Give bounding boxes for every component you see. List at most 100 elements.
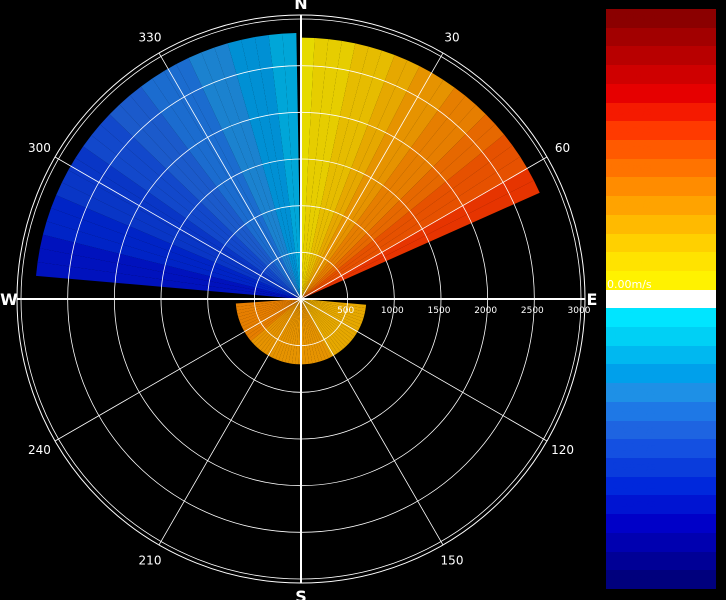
legend-row: -0.67m/s (606, 308, 716, 328)
legend-swatch (606, 458, 716, 477)
legend-row: 4.00m/s (606, 177, 716, 197)
legend-row: -3.33m/s (606, 383, 716, 402)
velocity-cell (301, 299, 355, 340)
velocity-cell (46, 208, 301, 299)
cardinal-label-n: N (294, 0, 307, 13)
velocity-cell (51, 195, 301, 299)
legend-row: -8.67m/s (606, 532, 716, 552)
velocity-cell (301, 40, 356, 299)
velocity-cell (301, 299, 343, 352)
legend-row: 0.00m/s (606, 278, 716, 309)
legend-swatch (606, 121, 716, 140)
legend-swatch (606, 570, 716, 589)
legend-swatch (606, 476, 716, 496)
velocity-cell (255, 299, 301, 349)
legend-swatch (606, 233, 716, 253)
velocity-cell (301, 299, 367, 309)
legend-swatch (606, 289, 716, 309)
legend-label: -10.00m/s (607, 572, 663, 586)
legend-label: 5.33m/s (607, 141, 652, 155)
legend-swatch (606, 102, 716, 122)
legend-label: 4.67m/s (607, 160, 652, 174)
legend-swatch (606, 177, 716, 197)
velocity-cell (285, 299, 301, 364)
azimuth-spoke (300, 156, 548, 300)
legend-label: -5.33m/s (607, 441, 656, 455)
velocity-cell (260, 299, 301, 353)
legend-swatch (606, 495, 716, 515)
legend-swatch (606, 514, 716, 533)
legend-swatch (606, 9, 716, 28)
cardinal-label-s: S (295, 587, 307, 600)
legend-label: 2.67m/s (607, 216, 652, 230)
legend-label: 2.00m/s (607, 235, 652, 249)
azimuth-spoke (300, 298, 444, 546)
legend-swatch (606, 270, 716, 290)
velocity-cell (301, 299, 360, 331)
legend-row: -9.33m/s (606, 551, 716, 571)
legend-swatch (606, 252, 716, 271)
velocity-cell (301, 43, 369, 299)
legend-label: 7.33m/s (607, 85, 652, 99)
velocity-cell (301, 50, 395, 299)
legend-label: -9.33m/s (607, 553, 656, 567)
velocity-cell (119, 95, 301, 299)
azimuth-spoke (158, 298, 302, 546)
velocity-cell (301, 299, 332, 359)
velocity-cell (288, 299, 301, 364)
legend-label: -6.67m/s (607, 478, 656, 492)
legend-label: 1.33m/s (607, 254, 652, 268)
legend-row: 5.33m/s (606, 139, 716, 159)
legend-label: -3.33m/s (607, 385, 656, 399)
legend-label: 3.33m/s (607, 198, 652, 212)
legend-swatch (606, 158, 716, 178)
velocity-cell (301, 66, 432, 299)
velocity-cell (36, 261, 302, 299)
velocity-cell (188, 52, 301, 299)
velocity-cell (241, 37, 301, 299)
velocity-cell (268, 33, 301, 300)
legend-swatch (606, 420, 716, 440)
legend-row: -2.67m/s (606, 364, 716, 384)
legend-row: -4.00m/s (606, 401, 716, 421)
azimuth-spoke (54, 156, 302, 300)
legend-row: -4.67m/s (606, 420, 716, 440)
velocity-cell (301, 299, 362, 328)
velocity-cell (75, 146, 301, 299)
legend-row: -6.67m/s (606, 476, 716, 496)
legend-label: 10.00m/s (607, 11, 659, 24)
velocity-cell (301, 299, 351, 345)
velocity-cell (301, 104, 486, 299)
velocity-cell (246, 299, 301, 339)
velocity-cell (250, 299, 301, 344)
legend-row: 4.67m/s (606, 158, 716, 178)
velocity-cell (281, 299, 301, 363)
velocity-cell (301, 134, 513, 299)
radar-plot: 500 1000 1500 2000 2500 3000 30 60 120 150 210 240 3… (0, 0, 597, 600)
azimuth-label: 210 (139, 554, 162, 568)
velocity-cell (295, 299, 301, 365)
azimuth-label: 150 (441, 554, 464, 568)
legend-label: -8.00m/s (607, 516, 656, 530)
velocity-cell (109, 104, 302, 299)
velocity-cell (83, 135, 301, 299)
velocity-cell (301, 299, 341, 354)
legend-swatch (606, 27, 716, 47)
legend-row: 7.33m/s (606, 83, 716, 103)
velocity-cell (201, 47, 301, 299)
azimuth-label: 30 (444, 30, 459, 44)
range-tick-label: 3000 (568, 306, 591, 316)
velocity-cell (130, 86, 301, 299)
velocity-cell (39, 234, 301, 299)
legend-label: -4.00m/s (607, 403, 656, 417)
azimuth-spoke (300, 298, 548, 442)
legend-label: -8.67m/s (607, 534, 656, 548)
legend-row: -8.00m/s (606, 514, 716, 533)
velocity-cell (301, 299, 316, 364)
legend-row: 2.67m/s (606, 214, 716, 234)
legend-swatch (606, 46, 716, 66)
velocity-cell (258, 299, 301, 351)
legend-swatch (606, 65, 716, 84)
velocity-cell (237, 299, 301, 318)
velocity-cell (301, 299, 363, 325)
